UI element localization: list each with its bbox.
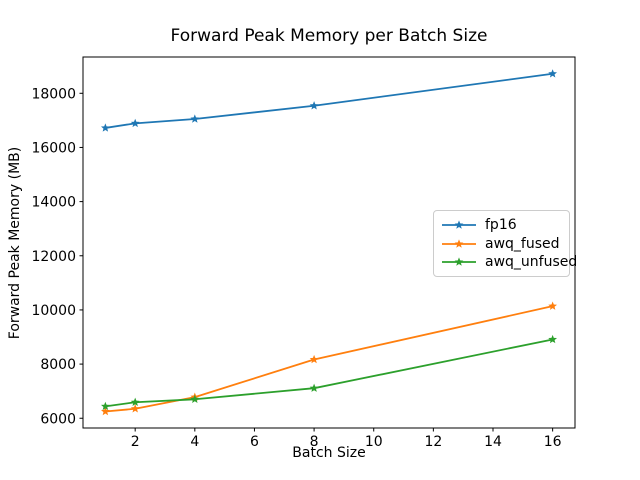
y-tick-label: 14000 [31, 195, 76, 211]
x-tick-label: 4 [190, 434, 199, 450]
x-tick-label: 8 [310, 434, 319, 450]
series-line-fp16 [104, 72, 554, 129]
plot-frame [82, 56, 576, 429]
legend-entry-fp16: fp16 [441, 218, 562, 232]
legend: fp16 awq_fused awq_unfused [433, 210, 577, 277]
legend-sample-awq-fused-icon [442, 238, 476, 248]
series-line-awq_unfused [104, 338, 554, 408]
series-marker-awq_unfused [190, 394, 200, 404]
x-tick-label: 16 [544, 434, 562, 450]
series-line-awq_fused [104, 305, 554, 413]
series-marker-awq_unfused [100, 401, 110, 411]
series-marker-awq_unfused [309, 383, 319, 392]
series-marker-fp16 [548, 69, 558, 78]
legend-label-awq-unfused: awq_unfused [485, 254, 578, 271]
series-marker-fp16 [100, 123, 110, 132]
legend-entry-awq-fused: awq_fused [441, 237, 562, 251]
x-tick-label: 10 [365, 434, 383, 450]
series-marker-awq_fused [100, 406, 110, 416]
legend-label-fp16: fp16 [485, 216, 517, 233]
chart-title: Forward Peak Memory per Batch Size [170, 26, 488, 46]
y-tick-label: 18000 [31, 86, 76, 102]
x-tick-label: 2 [131, 434, 140, 450]
legend-sample-fp16-icon [442, 220, 476, 229]
x-tick-label: 6 [250, 434, 259, 450]
legend-label-awq-fused: awq_fused [485, 235, 560, 252]
series-marker-awq_unfused [548, 334, 558, 344]
y-tick-label: 16000 [31, 140, 76, 156]
y-tick-label: 8000 [40, 357, 76, 373]
y-tick-label: 10000 [31, 303, 76, 319]
series-marker-fp16 [309, 101, 319, 110]
x-tick-label: 12 [424, 434, 442, 450]
y-tick-label: 12000 [31, 249, 76, 265]
series-marker-fp16 [190, 114, 200, 123]
series-marker-awq_unfused [130, 397, 140, 406]
x-axis-label: Batch Size [292, 445, 366, 461]
legend-sample-awq-unfused-icon [442, 257, 476, 266]
series-marker-awq_fused [309, 354, 319, 364]
legend-entry-awq-unfused: awq_unfused [441, 255, 577, 269]
series-marker-fp16 [130, 118, 140, 128]
x-tick-label: 14 [484, 434, 502, 450]
y-tick-label: 6000 [40, 411, 76, 427]
series-marker-awq_fused [130, 404, 140, 413]
series-marker-awq_fused [548, 301, 558, 310]
